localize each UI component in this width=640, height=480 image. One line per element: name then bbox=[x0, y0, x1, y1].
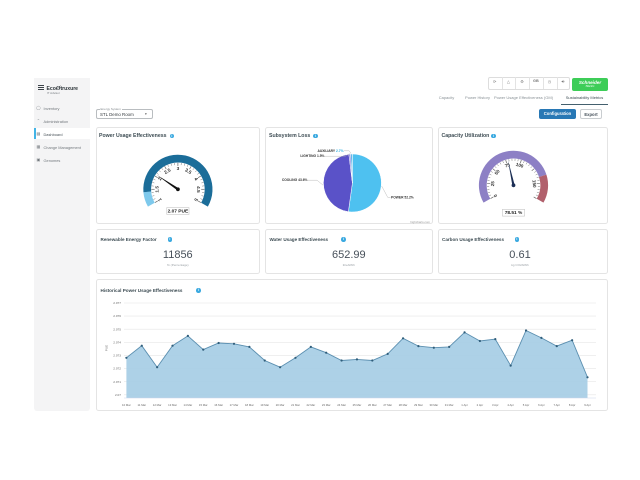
svg-text:25: 25 bbox=[490, 181, 495, 187]
svg-text:30 Mar: 30 Mar bbox=[429, 403, 438, 407]
svg-text:3 Apr: 3 Apr bbox=[492, 403, 499, 407]
svg-text:5: 5 bbox=[192, 197, 199, 203]
svg-text:POWER 52.2%: POWER 52.2% bbox=[391, 195, 414, 199]
svg-text:AUXILIARY 2.7%: AUXILIARY 2.7% bbox=[317, 149, 343, 153]
svg-text:5 Apr: 5 Apr bbox=[523, 403, 530, 407]
svg-text:50: 50 bbox=[494, 168, 501, 175]
svg-text:26 Mar: 26 Mar bbox=[368, 403, 377, 407]
svg-text:2.073: 2.073 bbox=[113, 354, 121, 358]
svg-text:29 Mar: 29 Mar bbox=[414, 403, 423, 407]
svg-text:highcharts.com: highcharts.com bbox=[410, 220, 430, 224]
svg-text:75: 75 bbox=[504, 162, 511, 168]
svg-text:2.076: 2.076 bbox=[113, 314, 121, 318]
svg-text:25 Mar: 25 Mar bbox=[353, 403, 362, 407]
svg-text:13 Mar: 13 Mar bbox=[168, 403, 177, 407]
svg-text:1: 1 bbox=[157, 197, 164, 203]
svg-text:27 Mar: 27 Mar bbox=[383, 403, 392, 407]
svg-text:6 Apr: 6 Apr bbox=[538, 403, 545, 407]
svg-text:78.51 %: 78.51 % bbox=[505, 210, 523, 216]
svg-text:14 Mar: 14 Mar bbox=[184, 403, 193, 407]
svg-text:22 Mar: 22 Mar bbox=[306, 403, 315, 407]
svg-text:28 Mar: 28 Mar bbox=[399, 403, 408, 407]
svg-text:19 Mar: 19 Mar bbox=[260, 403, 269, 407]
svg-text:0: 0 bbox=[492, 193, 498, 198]
svg-text:2.077: 2.077 bbox=[113, 301, 121, 305]
svg-text:15 Mar: 15 Mar bbox=[199, 403, 208, 407]
svg-text:7 Apr: 7 Apr bbox=[553, 403, 560, 407]
svg-text:COOLING 43.6%: COOLING 43.6% bbox=[282, 178, 308, 182]
svg-text:8 Apr: 8 Apr bbox=[569, 403, 576, 407]
svg-text:2.075: 2.075 bbox=[113, 327, 121, 331]
svg-text:24 Mar: 24 Mar bbox=[337, 403, 346, 407]
svg-text:23 Mar: 23 Mar bbox=[322, 403, 331, 407]
svg-text:2.07 PUE: 2.07 PUE bbox=[168, 208, 189, 214]
svg-text:4: 4 bbox=[192, 176, 199, 182]
svg-text:PUE: PUE bbox=[105, 345, 109, 351]
svg-text:1.5: 1.5 bbox=[155, 186, 161, 193]
svg-text:17 Mar: 17 Mar bbox=[230, 403, 239, 407]
svg-text:3.5: 3.5 bbox=[184, 167, 193, 176]
svg-text:2 Apr: 2 Apr bbox=[477, 403, 484, 407]
svg-text:18 Mar: 18 Mar bbox=[245, 403, 254, 407]
svg-text:150: 150 bbox=[532, 180, 538, 188]
svg-text:9 Apr: 9 Apr bbox=[584, 403, 591, 407]
svg-text:4.5: 4.5 bbox=[195, 186, 201, 193]
svg-text:100: 100 bbox=[515, 162, 524, 169]
svg-text:12 Mar: 12 Mar bbox=[153, 403, 162, 407]
svg-text:2.072: 2.072 bbox=[113, 367, 121, 371]
svg-text:LIGHTING 1.5%: LIGHTING 1.5% bbox=[300, 154, 324, 158]
svg-text:2: 2 bbox=[157, 176, 164, 182]
svg-text:4 Apr: 4 Apr bbox=[507, 403, 514, 407]
svg-text:21 Mar: 21 Mar bbox=[291, 403, 300, 407]
svg-text:2.071: 2.071 bbox=[113, 380, 121, 384]
svg-text:11 Mar: 11 Mar bbox=[138, 403, 147, 407]
svg-text:10 Mar: 10 Mar bbox=[122, 403, 131, 407]
svg-text:31 Mar: 31 Mar bbox=[445, 403, 454, 407]
svg-text:2.074: 2.074 bbox=[113, 340, 121, 344]
svg-text:16 Mar: 16 Mar bbox=[214, 403, 223, 407]
svg-text:2.5: 2.5 bbox=[163, 167, 172, 176]
svg-text:2.07: 2.07 bbox=[115, 393, 121, 397]
svg-text:20 Mar: 20 Mar bbox=[276, 403, 285, 407]
svg-text:1 Apr: 1 Apr bbox=[461, 403, 468, 407]
svg-text:3: 3 bbox=[177, 166, 180, 172]
